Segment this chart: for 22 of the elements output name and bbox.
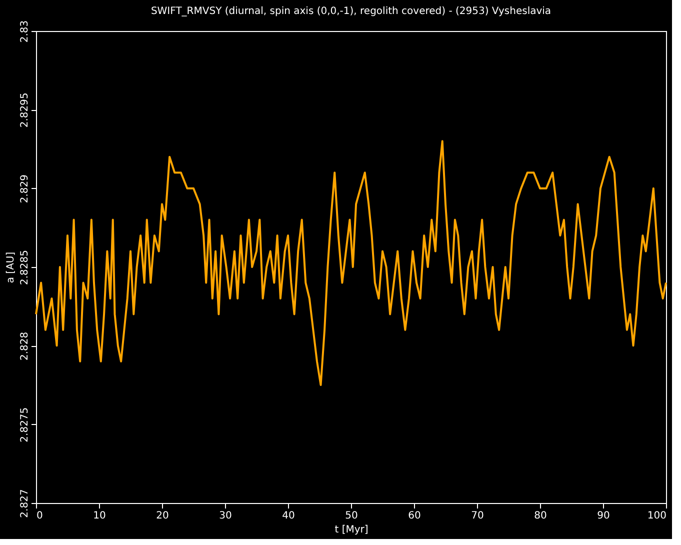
x-tick-label: 100 [647,510,666,522]
x-axis-title: t [Myr] [334,524,368,536]
y-tick-label: 2.8285 [20,250,30,285]
x-tick-label: 80 [534,510,547,522]
x-tick-label: 0 [36,510,43,522]
y-tick-label: 2.829 [20,174,30,204]
x-tick-label: 10 [93,510,106,522]
y-tick-label: 2.827 [20,489,30,518]
x-tick-label: 60 [408,510,421,522]
x-tick-label: 40 [282,510,295,522]
y-tick-label: 2.828 [20,332,30,360]
x-tick-label: 90 [597,510,610,522]
y-tick-label: 2.83 [20,20,30,43]
x-tick-label: 50 [345,510,358,522]
y-tick-label: 2.8275 [20,407,30,442]
x-tick-label: 20 [156,510,169,522]
x-tick-label: 70 [471,510,484,522]
line-series [35,140,667,386]
y-axis-title: a [AU] [6,252,16,284]
x-tick-label: 30 [219,510,232,522]
y-tick-label: 2.8295 [20,92,30,128]
chart-title: SWIFT_RMVSY (diurnal, spin axis (0,0,-1), regolith covered) - (2953) Vysheslavia [150,6,552,17]
